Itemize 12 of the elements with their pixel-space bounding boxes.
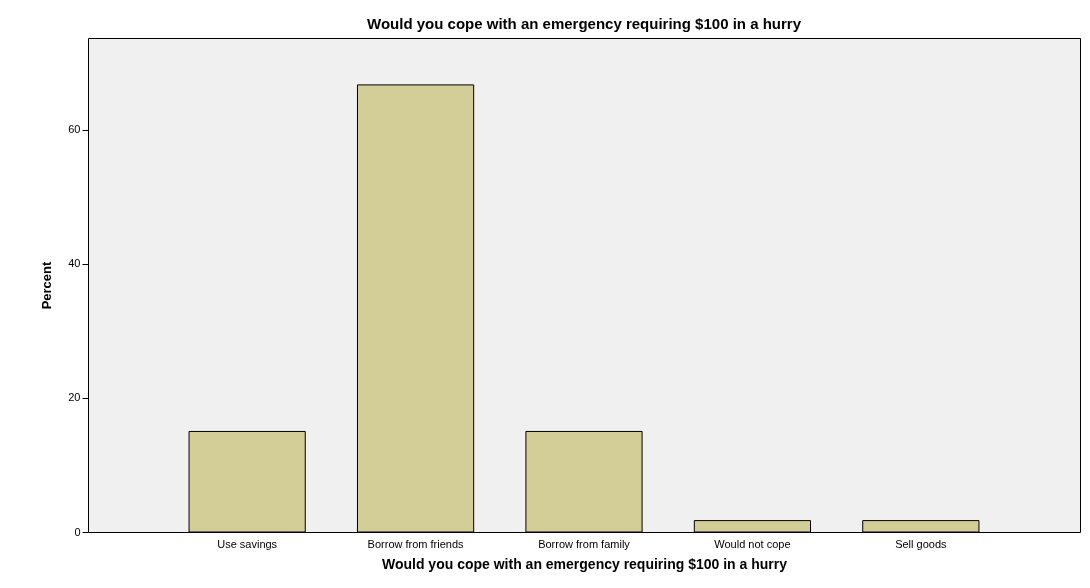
x-tick-label: Borrow from friends <box>367 537 465 550</box>
y-tick-label: 20 <box>68 391 81 404</box>
y-tick-label: 60 <box>68 123 81 136</box>
y-tick-label: 0 <box>74 525 81 538</box>
x-tick-label: Use savings <box>217 537 278 550</box>
x-tick-label: Sell goods <box>895 537 948 550</box>
chart-title: Would you cope with an emergency requiring $100 in a hurry <box>367 15 802 32</box>
y-tick-label: 40 <box>68 257 81 270</box>
x-axis-title: Would you cope with an emergency requiring $100 in a hurry <box>381 555 788 572</box>
x-tick-label: Would not cope <box>714 537 791 550</box>
y-axis-title: Percent <box>39 260 55 310</box>
x-tick-label: Borrow from family <box>538 537 631 550</box>
